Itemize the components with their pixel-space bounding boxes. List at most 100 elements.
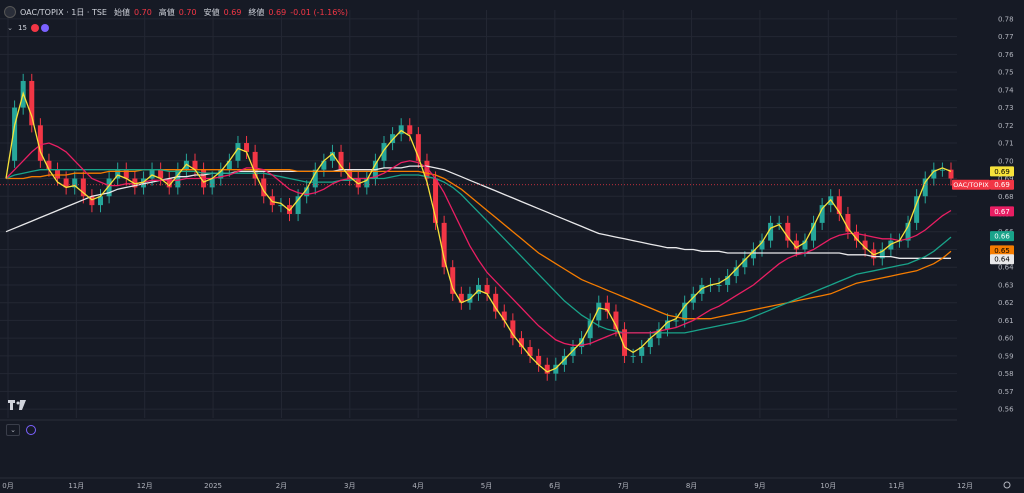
- candle-body: [742, 258, 748, 268]
- y-tick-label: 0.62: [998, 299, 1014, 307]
- indicator-badges[interactable]: [30, 24, 49, 32]
- candle-body: [433, 178, 439, 223]
- x-tick-label: 9月: [754, 482, 765, 490]
- y-tick-label: 0.72: [998, 122, 1014, 130]
- y-tick-label: 0.58: [998, 370, 1014, 378]
- candle-body: [630, 355, 636, 357]
- candle-body: [37, 125, 43, 161]
- y-tick-label: 0.60: [998, 335, 1014, 343]
- price-tag: [990, 206, 1014, 217]
- candle-body: [536, 355, 542, 365]
- symbol-name[interactable]: OAC/TOPIX · 1日 · TSE: [20, 7, 107, 17]
- high-value: 0.70: [178, 7, 197, 17]
- price-tag: [990, 231, 1014, 242]
- y-tick-label: 0.74: [998, 86, 1014, 94]
- y-tick-label: 0.78: [998, 15, 1014, 23]
- interval-badge[interactable]: 15: [18, 24, 27, 32]
- price-labels: 0.69 OAC/TOPIX 0.69 0.67 0.66 0.650.64: [0, 166, 1014, 265]
- x-tick-label: 7月: [617, 482, 628, 490]
- candle-body: [261, 178, 267, 197]
- time-axis[interactable]: 0月 11月 12月 2025 2月 3月 4月 5月 6月 7月 8月 9月 10月 11月 12月: [0, 419, 1024, 490]
- candle-body: [484, 284, 490, 294]
- y-tick-label: 0.64: [998, 264, 1014, 272]
- candle-body: [458, 293, 464, 303]
- candle-body: [304, 187, 310, 197]
- candle-body: [768, 222, 774, 241]
- tradingview-logo-icon: [8, 400, 26, 410]
- price-tag-text: 0.64: [994, 256, 1010, 264]
- candle-body: [939, 169, 945, 171]
- x-tick-label: 8月: [686, 482, 697, 490]
- candle-body: [553, 364, 559, 374]
- collapse-chevron-icon[interactable]: ⌄: [6, 424, 20, 436]
- chevron-down-icon[interactable]: ⌄: [7, 24, 13, 32]
- candle-body: [647, 338, 653, 348]
- change-value: -0.01 (-1.16%): [290, 7, 349, 17]
- candle-body: [819, 205, 825, 223]
- indicator-row[interactable]: ⌄ 15: [6, 22, 49, 34]
- candle-body: [235, 143, 241, 161]
- x-tick-label: 12月: [957, 482, 973, 490]
- candle-body: [639, 347, 645, 356]
- candle-body: [811, 222, 817, 241]
- symbol-price-tag: [952, 179, 990, 190]
- candle-body: [948, 169, 954, 179]
- candle-body: [622, 329, 628, 356]
- candle-body: [321, 160, 327, 170]
- candle-body: [355, 178, 361, 188]
- price-tag-text: 0.69: [994, 168, 1010, 176]
- y-tick-label: 0.77: [998, 33, 1014, 41]
- y-tick-label: 0.57: [998, 388, 1014, 396]
- x-tick-label: 11月: [889, 482, 905, 490]
- candle-body: [149, 169, 155, 179]
- ma-pink-line: [5, 142, 952, 346]
- candle-body: [510, 320, 516, 339]
- candle-body: [278, 205, 284, 207]
- candle-body: [80, 178, 86, 197]
- price-tag: [990, 254, 1014, 265]
- candle-body: [604, 302, 610, 312]
- y-tick-label: 0.73: [998, 104, 1014, 112]
- y-tick-label: 0.71: [998, 140, 1014, 148]
- candle-body: [158, 169, 164, 179]
- x-tick-label: 0月: [2, 482, 13, 490]
- candle-body: [759, 240, 765, 250]
- symbol-legend[interactable]: OAC/TOPIX · 1日 · TSE 始値 0.70 高値 0.70 安値 0.6…: [4, 4, 348, 20]
- price-tag-text: 0.67: [994, 208, 1010, 216]
- lower-pane-controls[interactable]: ⌄: [6, 424, 36, 436]
- candle-body: [424, 160, 430, 179]
- candle-body: [544, 364, 550, 374]
- candle-body: [98, 196, 103, 206]
- candle-body: [312, 169, 318, 188]
- x-tick-label: 11月: [68, 482, 84, 490]
- candle-body: [29, 80, 35, 126]
- settings-gear-icon: [1003, 481, 1011, 489]
- candle-body: [252, 151, 258, 179]
- eye-icon[interactable]: [30, 24, 39, 32]
- y-tick-label: 0.59: [998, 352, 1014, 360]
- candle-body: [123, 169, 129, 179]
- price-tag-text: 0.65: [994, 247, 1010, 255]
- high-label: 高値: [158, 7, 175, 17]
- settings-icon[interactable]: [40, 24, 49, 32]
- ma-yellow-line: [5, 91, 952, 373]
- candle-body: [725, 276, 731, 285]
- candle-body: [398, 125, 404, 135]
- x-tick-label: 3月: [344, 482, 355, 490]
- candle-body: [132, 178, 138, 188]
- candle-body: [115, 169, 121, 179]
- candle-body: [441, 222, 447, 268]
- moving-averages: [5, 91, 952, 373]
- candle-body: [407, 125, 413, 135]
- y-tick-label: 0.69: [998, 175, 1014, 183]
- price-tag-text: 0.66: [994, 233, 1010, 241]
- candle-body: [716, 284, 722, 286]
- candle-body: [785, 222, 791, 241]
- indicator-icon[interactable]: [26, 425, 36, 435]
- close-value: 0.69: [268, 7, 287, 17]
- candle-body: [665, 320, 670, 330]
- ma-teal-line: [5, 169, 952, 334]
- symbol-icon: [4, 6, 16, 18]
- candle-body: [218, 169, 224, 179]
